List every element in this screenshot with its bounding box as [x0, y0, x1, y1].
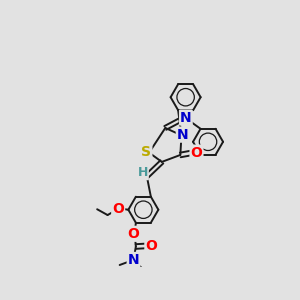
Text: S: S [141, 145, 152, 159]
Text: O: O [127, 227, 139, 241]
Text: O: O [112, 202, 124, 216]
Text: O: O [190, 146, 202, 160]
Text: H: H [137, 166, 148, 179]
Text: N: N [180, 110, 192, 124]
Text: O: O [146, 239, 157, 253]
Text: N: N [128, 253, 139, 267]
Text: N: N [177, 128, 188, 142]
